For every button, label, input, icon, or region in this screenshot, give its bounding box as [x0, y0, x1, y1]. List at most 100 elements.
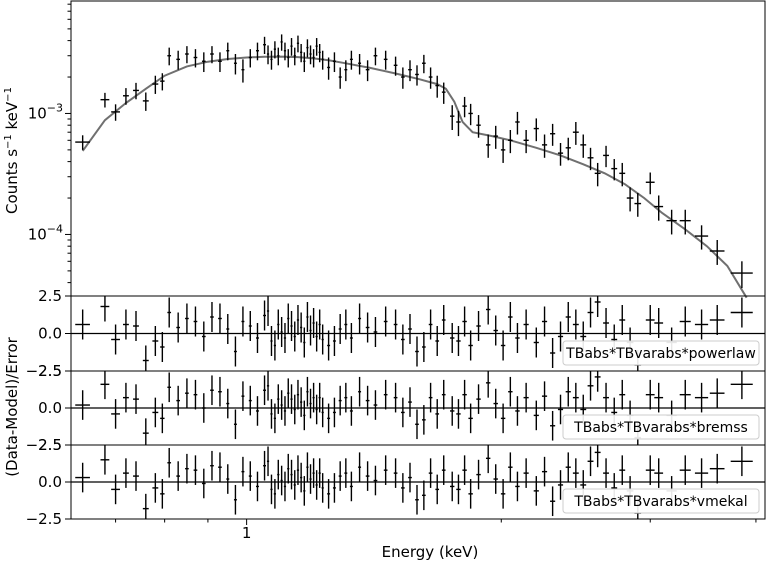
y-tick-label: 0.0 — [38, 325, 62, 343]
residual-point — [318, 458, 321, 488]
residual-point — [654, 382, 664, 413]
spectrum-point — [365, 60, 370, 82]
spectrum-point — [523, 129, 529, 154]
residual-point — [270, 399, 273, 429]
residual-point — [273, 403, 276, 434]
residual-point — [75, 309, 90, 340]
spectrum-point — [338, 67, 342, 89]
residual-point — [415, 484, 419, 515]
spectrum-point — [634, 193, 642, 217]
residual-point — [318, 382, 321, 413]
spectrum-point — [515, 111, 520, 135]
y-tick-label: 0.0 — [38, 473, 62, 491]
residual-point — [523, 458, 529, 488]
residual-point — [201, 393, 206, 423]
residual-point — [287, 303, 290, 334]
spectrum-point — [358, 54, 362, 75]
spectrum-point — [485, 134, 491, 158]
residual-point — [315, 470, 318, 500]
residual-point — [493, 315, 498, 346]
residual-point — [327, 479, 331, 509]
residual-point — [533, 476, 539, 506]
residual-point — [572, 458, 579, 488]
residual-point — [176, 312, 181, 343]
x-tick-label-1: 1 — [242, 524, 252, 542]
residual-point — [383, 455, 388, 485]
residual-point — [133, 384, 139, 414]
spectrum-y-ticks: 10−3 10−4 — [28, 3, 71, 284]
spectrum-point — [152, 75, 159, 94]
residual-point — [523, 382, 529, 413]
residual-point — [500, 479, 506, 509]
spectrum-point — [587, 147, 594, 171]
residual-point — [201, 321, 206, 352]
residual-point — [373, 465, 378, 496]
residual-point — [358, 376, 362, 407]
residual-point — [226, 388, 230, 419]
spectrum-point — [666, 209, 677, 235]
residual-point — [306, 452, 309, 482]
residual-point — [541, 456, 548, 487]
spectrum-point — [654, 195, 664, 221]
residual-point — [365, 461, 370, 491]
residual-point — [393, 309, 398, 340]
residual-point — [283, 323, 287, 353]
residual-point — [256, 396, 259, 426]
residual-point — [358, 452, 362, 482]
residual-point — [218, 303, 222, 334]
residual-point — [263, 375, 267, 406]
residual-point — [428, 309, 433, 340]
residual-point — [167, 372, 172, 403]
residual-point — [422, 332, 426, 362]
legend-box — [562, 414, 760, 440]
residual-point — [290, 311, 293, 341]
residual-point — [450, 396, 455, 426]
legend-label: TBabs*TBvarabs*bremss — [573, 420, 748, 436]
spectrum-point — [290, 38, 293, 56]
residual-point — [462, 306, 467, 337]
spectrum-point — [303, 52, 306, 73]
spectrum-point — [201, 52, 206, 73]
residual-point — [435, 399, 440, 429]
residual-point — [462, 455, 467, 485]
residual-point — [111, 399, 120, 429]
residual-point — [306, 376, 309, 407]
residual-point — [415, 336, 419, 367]
residual-point — [456, 399, 461, 429]
spectrum-point — [611, 159, 618, 181]
residual-point — [500, 330, 506, 361]
residual-point — [233, 484, 237, 515]
residual-point — [645, 305, 655, 335]
residual-point — [533, 400, 539, 431]
residual-point — [709, 305, 725, 335]
residual-point — [233, 336, 237, 367]
residual-point — [393, 382, 398, 413]
residual-panel-powerlaw: 2.5 0.0 −2.5 TBabs*TBvarabs*powerlaw — [26, 287, 766, 380]
residual-point — [594, 371, 601, 392]
residual-point — [75, 462, 90, 493]
residual-point — [679, 379, 691, 410]
spectrum-point — [408, 60, 412, 82]
residual-point — [280, 465, 283, 496]
residual-point — [193, 455, 198, 485]
residual-point — [75, 390, 90, 420]
residual-point — [296, 305, 300, 335]
residual-point — [160, 332, 165, 362]
residual-point — [248, 385, 252, 416]
residual-point — [303, 400, 306, 431]
residual-y-label: (Data-Model)/Error — [3, 336, 21, 476]
residual-point — [730, 371, 753, 400]
residual-point — [160, 403, 165, 434]
residual-point — [142, 418, 149, 445]
residual-point — [476, 384, 481, 414]
residual-point — [645, 455, 655, 485]
residual-point — [587, 297, 594, 328]
residual-point — [287, 378, 290, 408]
spectrum-point — [373, 47, 378, 66]
residual-point — [111, 474, 120, 505]
residual-panel-vmekal: 2.5 0.0 −2.5 TBabs*TBvarabs*vmekal — [26, 436, 766, 528]
residual-point — [476, 459, 481, 490]
spectrum-point — [415, 65, 419, 86]
residual-point — [315, 394, 318, 425]
residual-point — [256, 471, 259, 502]
